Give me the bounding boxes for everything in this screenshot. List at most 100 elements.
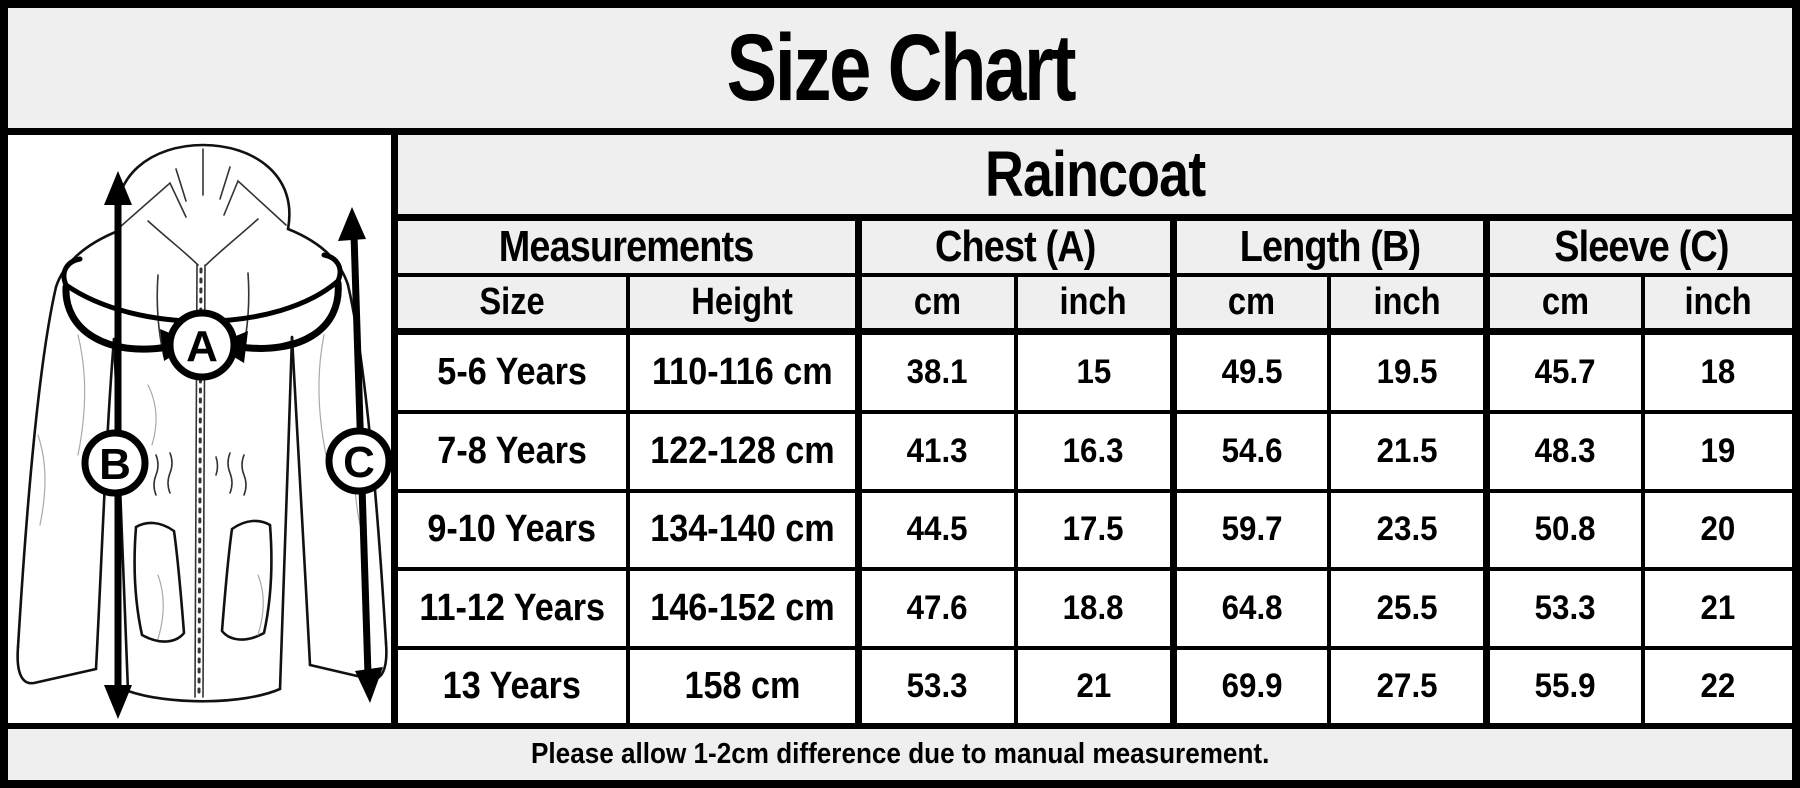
- body-right: [278, 335, 294, 691]
- cell-size: 5-6 Years: [398, 328, 630, 415]
- cell-size: 11-12 Years: [398, 567, 630, 650]
- sub-header-label: Size: [479, 280, 545, 323]
- cell-height: 134-140 cm: [626, 488, 860, 572]
- sleeve-left-inner: [94, 337, 116, 671]
- cell-value: 13 Years: [442, 664, 582, 707]
- col-header-height: Height: [626, 273, 860, 335]
- cell-value: 49.5: [1221, 352, 1283, 391]
- waist-gathers: [153, 452, 247, 496]
- col-header-sleeve-cm: cm: [1483, 273, 1645, 335]
- cell-value: 27.5: [1376, 666, 1438, 705]
- sub-header-label: cm: [913, 280, 962, 323]
- pocket-right: [220, 519, 273, 641]
- cell-height: 110-116 cm: [626, 328, 860, 415]
- cell-length-inch: 25.5: [1327, 567, 1489, 650]
- hood-fold: [205, 218, 259, 266]
- cell-value: 158 cm: [684, 664, 801, 707]
- col-group-chest: Chest (A): [854, 215, 1176, 277]
- cell-sleeve-cm: 50.8: [1483, 488, 1645, 572]
- cell-length-cm: 69.9: [1169, 645, 1332, 723]
- cell-value: 20: [1700, 510, 1736, 549]
- cell-value: 23.5: [1376, 510, 1438, 549]
- cell-size: 13 Years: [398, 645, 630, 723]
- cell-value: 15: [1076, 352, 1111, 391]
- raincoat-illustration: A B C: [16, 143, 391, 719]
- cell-value: 110-116 cm: [651, 350, 833, 393]
- cell-length-inch: 27.5: [1327, 645, 1489, 723]
- cell-chest-inch: 21: [1013, 645, 1176, 723]
- product-title: Raincoat: [984, 138, 1206, 211]
- cell-length-inch: 19.5: [1327, 328, 1489, 415]
- cell-length-cm: 49.5: [1169, 328, 1332, 415]
- cell-sleeve-inch: 19: [1640, 410, 1792, 493]
- cell-length-inch: 23.5: [1327, 488, 1489, 572]
- length-badge: B: [81, 429, 149, 497]
- cell-value: 54.6: [1221, 431, 1283, 470]
- cell-value: 44.5: [907, 510, 968, 549]
- chest-badge-circle: [166, 309, 238, 381]
- group-header-label: Chest (A): [935, 221, 1096, 271]
- cell-value: 146-152 cm: [650, 586, 835, 629]
- cell-sleeve-inch: 20: [1640, 488, 1792, 572]
- col-header-length-cm: cm: [1169, 273, 1332, 335]
- hood-seams: [175, 148, 231, 202]
- cell-value: 69.9: [1221, 666, 1283, 705]
- group-header-label: Measurements: [498, 221, 755, 271]
- sub-header-row: Size Height cm inch cm inch cm inch: [398, 273, 1792, 335]
- cell-value: 5-6 Years: [437, 350, 587, 393]
- cell-chest-cm: 47.6: [854, 567, 1018, 650]
- cell-value: 16.3: [1063, 431, 1124, 470]
- jacket-panel: A B C: [8, 135, 398, 723]
- sleeve-badge: C: [325, 427, 391, 495]
- chest-band-hook-left: [61, 256, 83, 288]
- cell-chest-cm: 41.3: [854, 410, 1018, 493]
- cell-chest-inch: 18.8: [1013, 567, 1176, 650]
- sleeve-right-inner: [290, 335, 312, 667]
- cell-value: 38.1: [907, 352, 968, 391]
- table-row: 13 Years 158 cm 53.3 21 69.9 27.5 55.9 2…: [398, 645, 1792, 723]
- group-header-row: Measurements Chest (A) Length (B) Sleeve…: [398, 215, 1792, 277]
- main-area: A B C R: [8, 135, 1792, 723]
- arrowhead-down-icon: [104, 685, 132, 719]
- cell-sleeve-cm: 53.3: [1483, 567, 1645, 650]
- cuff-left: [16, 645, 98, 685]
- cell-value: 45.7: [1535, 352, 1596, 391]
- cell-height: 122-128 cm: [626, 410, 860, 493]
- cell-chest-inch: 17.5: [1013, 488, 1176, 572]
- col-header-sleeve-inch: inch: [1640, 273, 1792, 335]
- hood-flap-left: [119, 181, 187, 228]
- cell-value: 21: [1700, 588, 1736, 627]
- sub-header-label: inch: [1059, 280, 1128, 323]
- cell-value: 18.8: [1063, 588, 1124, 627]
- chest-badge-letter: A: [186, 322, 218, 371]
- cell-value: 22: [1700, 666, 1736, 705]
- col-header-chest-inch: inch: [1013, 273, 1176, 335]
- chest-arrow-left: [62, 283, 172, 353]
- product-header-cell: Raincoat: [398, 135, 1792, 221]
- footer-note: Please allow 1-2cm difference due to man…: [530, 738, 1270, 770]
- cell-length-cm: 64.8: [1169, 567, 1332, 650]
- length-badge-letter: B: [99, 440, 131, 489]
- col-group-length: Length (B): [1169, 215, 1489, 277]
- page-title: Size Chart: [726, 14, 1076, 121]
- cell-value: 134-140 cm: [650, 508, 835, 551]
- sub-header-label: cm: [1541, 280, 1590, 323]
- cell-chest-cm: 38.1: [854, 328, 1018, 415]
- cell-value: 59.7: [1221, 510, 1283, 549]
- cell-chest-cm: 53.3: [854, 645, 1018, 723]
- cell-value: 50.8: [1535, 510, 1596, 549]
- hood-flap-right: [223, 179, 287, 226]
- cell-length-cm: 59.7: [1169, 488, 1332, 572]
- arrowhead-up-icon: [338, 207, 366, 241]
- cell-value: 47.6: [907, 588, 968, 627]
- col-header-chest-cm: cm: [854, 273, 1018, 335]
- hood-fold: [147, 220, 199, 266]
- sub-header-label: inch: [1373, 280, 1441, 323]
- arrowhead-up-icon: [104, 171, 132, 205]
- cell-sleeve-cm: 48.3: [1483, 410, 1645, 493]
- sleeve-left-outer: [16, 285, 58, 649]
- cell-value: 41.3: [907, 431, 968, 470]
- cell-size: 7-8 Years: [398, 410, 630, 493]
- cell-value: 19.5: [1376, 352, 1438, 391]
- pocket-left: [133, 521, 186, 643]
